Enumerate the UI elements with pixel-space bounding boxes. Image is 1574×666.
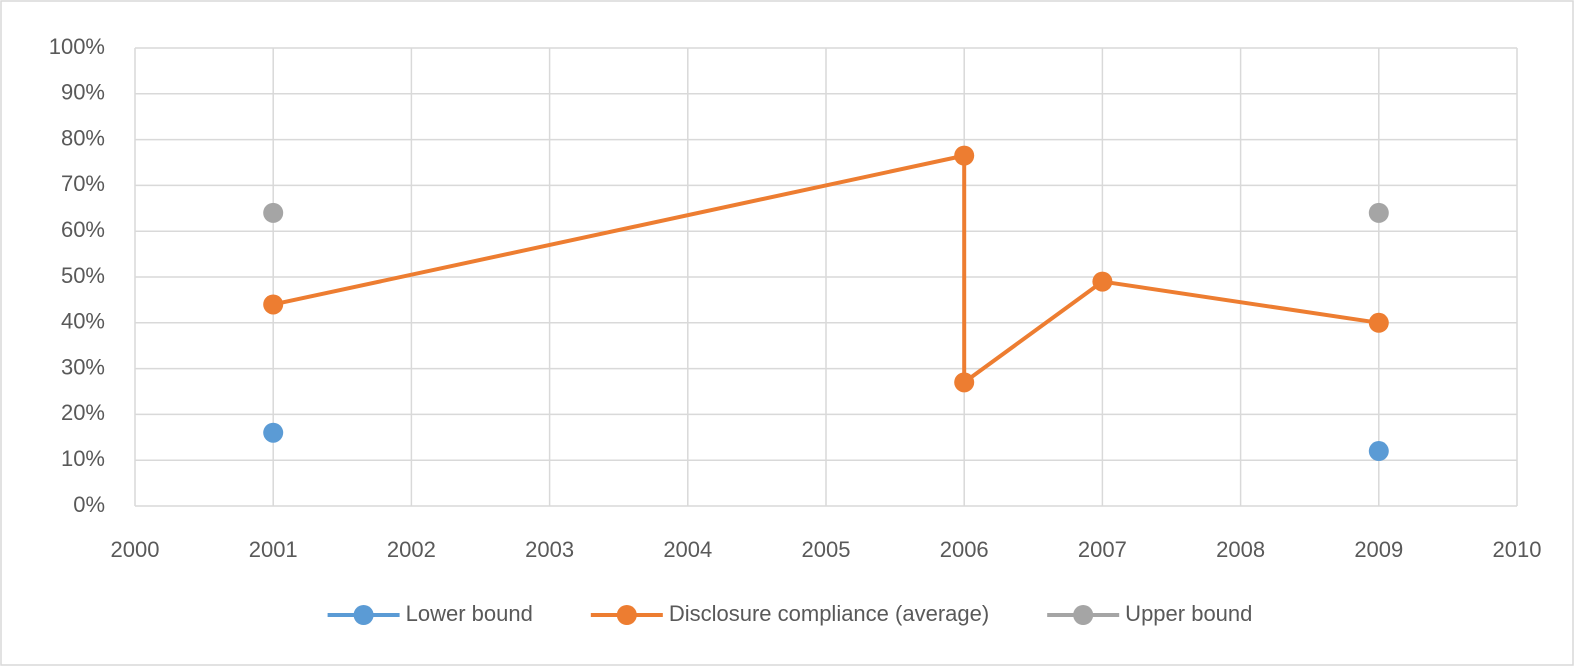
y-tick-label: 0% <box>73 492 105 517</box>
x-tick-label: 2009 <box>1354 537 1403 562</box>
x-tick-label: 2002 <box>387 537 436 562</box>
data-point <box>1368 312 1389 333</box>
data-point <box>263 422 284 443</box>
x-tick-label: 2005 <box>802 537 851 562</box>
data-point <box>263 294 284 315</box>
legend-marker <box>1073 605 1094 625</box>
data-point <box>1368 441 1389 462</box>
x-tick-label: 2000 <box>111 537 160 562</box>
legend-marker <box>616 605 637 625</box>
x-tick-label: 2003 <box>525 537 574 562</box>
y-tick-label: 20% <box>61 400 105 425</box>
x-tick-label: 2007 <box>1078 537 1127 562</box>
data-point <box>263 202 284 223</box>
legend-item: Upper bound <box>1047 601 1252 626</box>
x-tick-label: 2006 <box>940 537 989 562</box>
y-tick-label: 40% <box>61 309 105 334</box>
x-tick-label: 2010 <box>1493 537 1542 562</box>
y-tick-label: 10% <box>61 446 105 471</box>
y-tick-label: 50% <box>61 263 105 288</box>
legend-marker <box>353 605 374 625</box>
data-point <box>1092 271 1113 292</box>
y-tick-label: 30% <box>61 354 105 379</box>
legend-label: Lower bound <box>406 601 533 626</box>
y-tick-label: 60% <box>61 217 105 242</box>
data-point <box>1368 202 1389 223</box>
legend-label: Disclosure compliance (average) <box>669 601 989 626</box>
legend-item: Disclosure compliance (average) <box>590 601 989 626</box>
data-point <box>954 372 975 393</box>
y-tick-label: 100% <box>49 34 105 59</box>
x-tick-label: 2001 <box>249 537 298 562</box>
data-point <box>954 145 975 166</box>
y-tick-label: 90% <box>61 80 105 105</box>
legend-item: Lower bound <box>327 601 533 626</box>
legend-label: Upper bound <box>1125 601 1252 626</box>
y-tick-label: 70% <box>61 171 105 196</box>
y-tick-label: 80% <box>61 125 105 150</box>
x-tick-label: 2004 <box>663 537 712 562</box>
x-tick-label: 2008 <box>1216 537 1265 562</box>
